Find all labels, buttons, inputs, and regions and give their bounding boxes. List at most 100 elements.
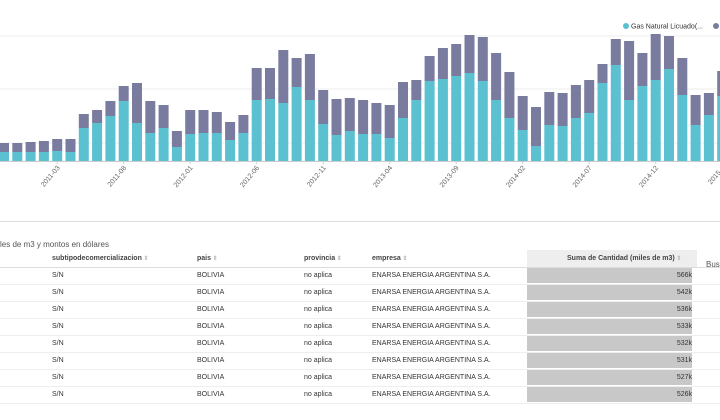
bar-segment <box>211 133 222 161</box>
bar-segment <box>398 82 408 118</box>
table-cell: ENARSA ENERGIA ARGENTINA S.A. <box>372 272 491 279</box>
bar-segment <box>703 93 714 115</box>
bar-segment <box>78 128 89 161</box>
bar-segment <box>145 101 156 133</box>
table-cell: 566k <box>676 272 692 279</box>
table-cell: BOLIVIA <box>197 391 225 398</box>
bar-segment <box>597 83 608 161</box>
data-bar <box>527 387 692 402</box>
bar-segment <box>557 126 568 161</box>
table-row <box>0 318 720 336</box>
column-header[interactable]: pais <box>197 250 218 267</box>
bar-segment <box>225 122 236 140</box>
bar-segment <box>38 152 49 161</box>
legend-label: Gas Natural Licuado(... <box>631 24 703 31</box>
bar-segment <box>451 44 462 76</box>
bar-segment <box>171 131 182 147</box>
bar-segment <box>265 99 275 161</box>
bar-segment <box>597 64 608 83</box>
bar-segment <box>171 147 182 161</box>
data-bar <box>527 268 692 283</box>
header-row <box>0 250 720 268</box>
table-cell: no aplica <box>304 391 333 398</box>
table-cell: no aplica <box>304 306 333 313</box>
bar-segment <box>437 79 448 161</box>
bar-segment <box>318 124 329 161</box>
table-cell: no aplica <box>304 357 333 364</box>
bar-segment <box>531 107 541 146</box>
bar-segment <box>451 76 462 161</box>
table-cell: BOLIVIA <box>197 306 225 313</box>
bar-segment <box>65 152 76 161</box>
bar-segment <box>690 95 701 125</box>
bar-segment <box>331 99 342 135</box>
x-tick-label: 2014-07 <box>572 165 594 189</box>
x-tick-label: 2013-04 <box>372 165 394 189</box>
bar-segment <box>132 83 142 123</box>
column-header[interactable]: empresa <box>372 250 408 267</box>
bar-segment <box>517 130 528 161</box>
table-cell: S/N <box>52 340 64 347</box>
bar-segment <box>92 110 103 123</box>
bar-segment <box>78 114 89 128</box>
bar-segment <box>331 135 342 161</box>
bar-segment <box>424 56 435 81</box>
bar-segment <box>584 80 595 113</box>
data-bar <box>527 319 692 334</box>
x-tick-label: 2012-11 <box>306 165 328 189</box>
table-row <box>0 284 720 302</box>
table-cell: ENARSA ENERGIA ARGENTINA S.A. <box>372 323 491 330</box>
table-cell: ENARSA ENERGIA ARGENTINA S.A. <box>372 340 491 347</box>
column-header[interactable]: subtipodecomercializacion <box>52 250 149 267</box>
bar-segment <box>52 139 63 151</box>
search-label[interactable]: Bus <box>706 260 720 269</box>
bar-segment <box>544 92 555 125</box>
bar-segment <box>278 50 289 103</box>
table-cell: S/N <box>52 374 64 381</box>
table-row <box>0 267 720 285</box>
bar-segment <box>251 68 262 100</box>
bar-segment <box>344 131 355 161</box>
bar-segment <box>65 139 76 152</box>
table-cell: S/N <box>52 289 64 296</box>
bar-segment <box>610 39 621 65</box>
table-cell: BOLIVIA <box>197 323 225 330</box>
data-bar <box>527 285 692 300</box>
table-cell: 533k <box>676 323 692 330</box>
bar-segment <box>132 123 142 161</box>
bar-segment <box>238 115 249 133</box>
bar-segment <box>304 100 315 161</box>
table-cell: 527k <box>676 374 692 381</box>
table-cell: no aplica <box>304 289 333 296</box>
bar-segment <box>145 133 156 161</box>
bar-segment <box>477 81 488 161</box>
bar-segment <box>92 123 103 161</box>
bar-segment <box>291 58 302 87</box>
bar-segment <box>557 93 568 126</box>
bar-segment <box>251 100 262 161</box>
table-row <box>0 369 720 387</box>
bar-segment <box>637 53 648 86</box>
data-bar <box>527 370 692 385</box>
bar-segment <box>211 112 222 133</box>
table-cell: 532k <box>676 340 692 347</box>
column-header[interactable]: provincia <box>304 250 342 267</box>
bar-segment <box>570 85 581 118</box>
bar-segment <box>265 68 275 99</box>
bar-segment <box>0 143 9 152</box>
table-cell: BOLIVIA <box>197 272 225 279</box>
bar-segment <box>703 115 714 161</box>
bar-segment <box>491 53 502 100</box>
table-cell: ENARSA ENERGIA ARGENTINA S.A. <box>372 357 491 364</box>
bar-segment <box>477 37 488 81</box>
bar-segment <box>491 100 502 161</box>
bar-segment <box>664 36 674 69</box>
column-header[interactable]: Suma de Cantidad (miles de m3) <box>567 250 681 267</box>
chart: 2011-03 2011-08 2012-01 2012-06 2012-11 2013-… <box>0 23 720 222</box>
table-cell: BOLIVIA <box>197 340 225 347</box>
table-cell: BOLIVIA <box>197 374 225 381</box>
bar-segment <box>384 105 395 138</box>
bar-segment <box>105 116 116 161</box>
bar-segment <box>358 100 369 134</box>
table-cell: no aplica <box>304 374 333 381</box>
